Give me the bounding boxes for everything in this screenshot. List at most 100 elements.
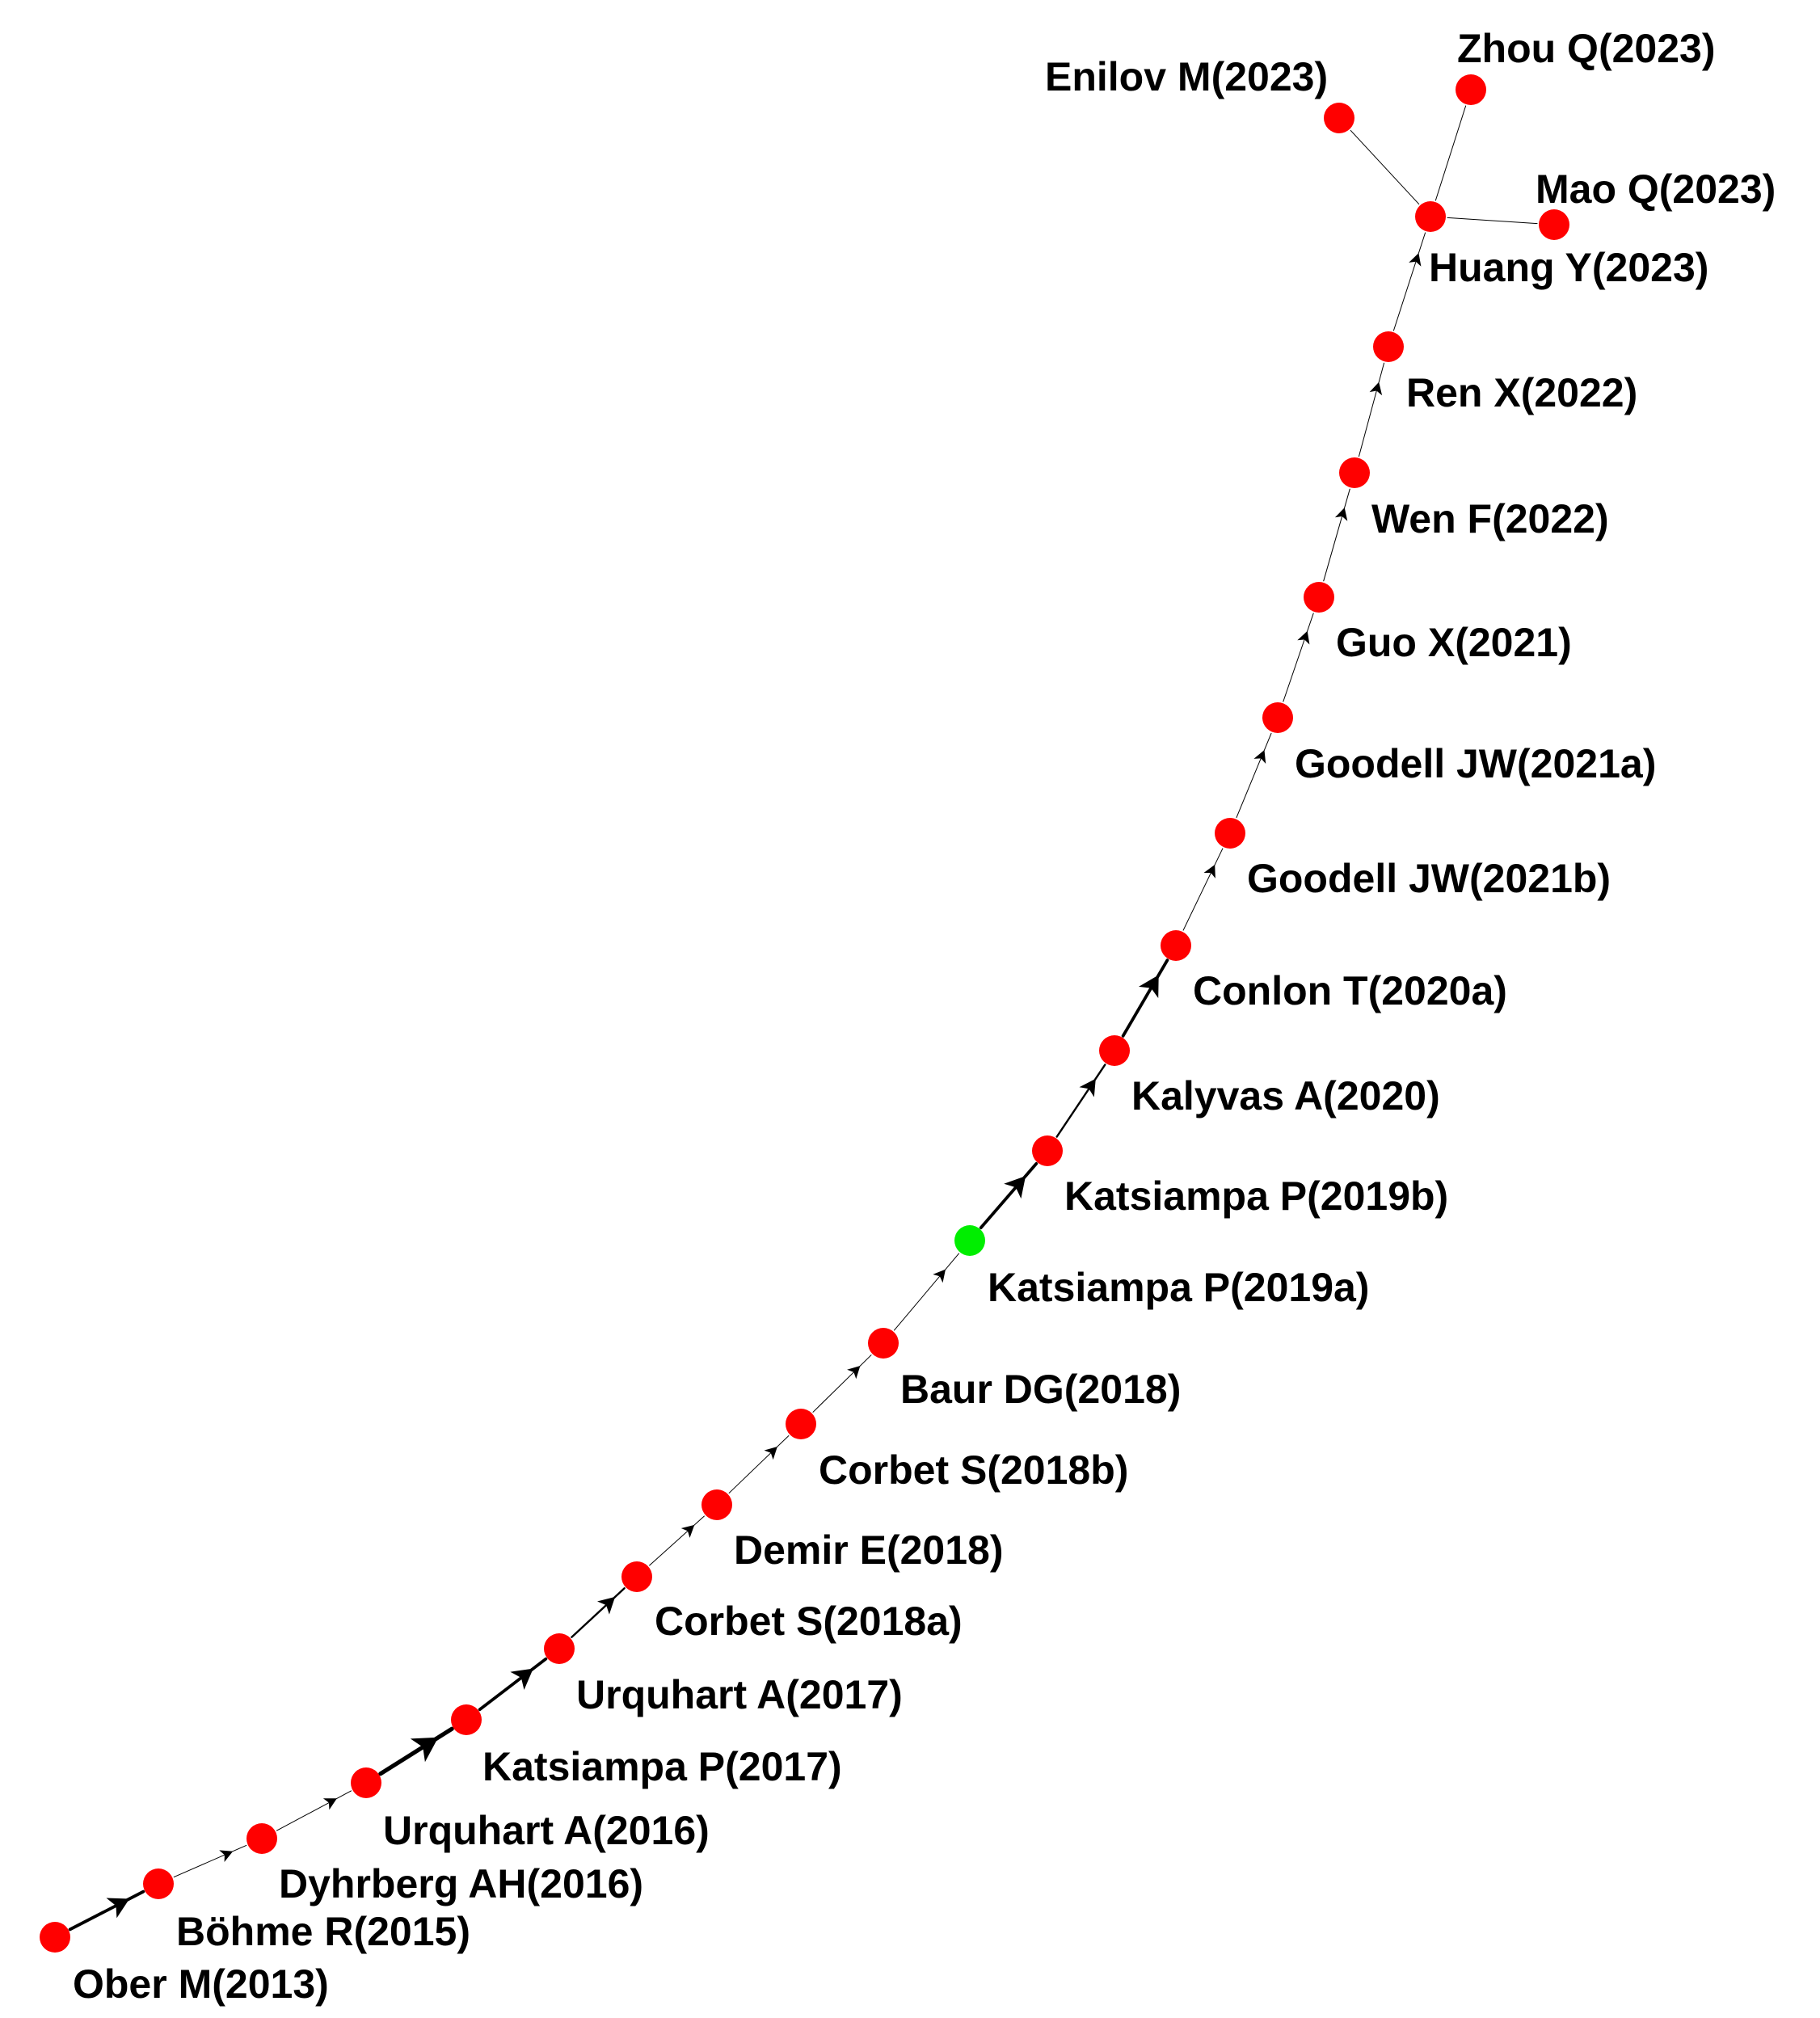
edge-arrowhead <box>1079 1078 1096 1097</box>
edge-katsiampa2019b-kalyvas2020 <box>1055 1064 1106 1138</box>
edge-arrowhead <box>1004 1176 1026 1199</box>
edge-line <box>173 1844 247 1878</box>
edge-baur2018-katsiampa2019a <box>894 1253 959 1331</box>
node-kalyvas2020 <box>1099 1035 1130 1066</box>
node-goodell2021a <box>1262 702 1293 733</box>
edge-arrowhead <box>410 1737 439 1763</box>
node-label-corbet2018b: Corbet S(2018b) <box>819 1447 1128 1493</box>
edge-line <box>478 1657 548 1712</box>
nodes-layer <box>40 74 1569 1953</box>
edge-wen2022-ren2022 <box>1358 362 1385 457</box>
edge-demir2018-corbet2018b <box>728 1435 790 1493</box>
node-urquhart2016 <box>351 1767 381 1798</box>
node-ober2013 <box>40 1922 70 1953</box>
edge-arrowhead <box>597 1596 616 1615</box>
edge-corbet2018b-baur2018 <box>812 1354 872 1413</box>
node-label-katsiampa2019a: Katsiampa P(2019a) <box>988 1265 1369 1310</box>
node-label-urquhart2016: Urquhart A(2016) <box>383 1808 710 1853</box>
edge-line <box>1283 613 1314 702</box>
edge-katsiampa2019a-katsiampa2019b <box>979 1161 1038 1230</box>
edge-line <box>894 1253 959 1331</box>
node-guo2021 <box>1304 582 1334 613</box>
edge-ren2022-huang2023 <box>1392 232 1426 331</box>
edge-kalyvas2020-conlon2020a <box>1121 958 1169 1038</box>
node-goodell2021b <box>1215 818 1245 849</box>
edge-line <box>1236 732 1272 819</box>
edge-line <box>1055 1064 1106 1138</box>
edge-arrowhead <box>933 1269 946 1283</box>
node-dyhrberg2016 <box>246 1823 277 1854</box>
edge-bohme2015-dyhrberg2016 <box>173 1844 247 1878</box>
node-ren2022 <box>1373 331 1404 362</box>
edge-urquhart2017-corbet2018a <box>571 1587 626 1638</box>
node-label-goodell2021a: Goodell JW(2021a) <box>1295 741 1656 786</box>
edge-goodell2021a-guo2021 <box>1283 613 1314 702</box>
node-label-bohme2015: Böhme R(2015) <box>176 1909 470 1954</box>
node-bohme2015 <box>143 1868 174 1899</box>
edge-line <box>1350 129 1420 205</box>
edge-line <box>1447 217 1538 225</box>
node-label-urquhart2017: Urquhart A(2017) <box>576 1672 903 1717</box>
edge-line <box>276 1790 352 1831</box>
edge-arrowhead <box>510 1668 533 1690</box>
edge-dyhrberg2016-urquhart2016 <box>276 1790 352 1831</box>
edge-ober2013-bohme2015 <box>68 1890 145 1932</box>
edge-line <box>1392 232 1426 331</box>
edge-line <box>378 1726 454 1776</box>
edge-guo2021-wen2022 <box>1323 488 1350 582</box>
node-label-corbet2018a: Corbet S(2018a) <box>655 1599 963 1644</box>
node-label-zhou2023: Zhou Q(2023) <box>1457 26 1715 71</box>
node-label-dyhrberg2016: Dyhrberg AH(2016) <box>279 1861 643 1906</box>
edge-arrowhead <box>1139 975 1159 998</box>
edge-arrowhead <box>1369 381 1383 396</box>
edge-line <box>728 1435 790 1493</box>
edge-line <box>1323 488 1350 582</box>
edge-line <box>1182 848 1224 931</box>
node-label-kalyvas2020: Kalyvas A(2020) <box>1131 1073 1440 1119</box>
edge-huang2023-zhou2023 <box>1435 105 1467 201</box>
edge-line <box>1435 105 1467 201</box>
edge-arrowhead <box>1253 750 1266 764</box>
edge-line <box>649 1515 705 1566</box>
edge-arrowhead <box>219 1850 234 1862</box>
node-label-demir2018: Demir E(2018) <box>734 1527 1004 1573</box>
edge-huang2023-mao2023 <box>1447 217 1538 225</box>
node-corbet2018a <box>621 1561 652 1592</box>
node-corbet2018b <box>786 1409 816 1439</box>
edge-line <box>68 1890 145 1932</box>
node-demir2018 <box>701 1489 732 1520</box>
node-baur2018 <box>868 1328 899 1359</box>
edge-huang2023-enilov2023 <box>1350 129 1420 205</box>
edge-urquhart2016-katsiampa2017 <box>378 1726 454 1776</box>
node-label-ren2022: Ren X(2022) <box>1406 370 1637 415</box>
node-label-enilov2023: Enilov M(2023) <box>1045 54 1328 99</box>
node-conlon2020a <box>1161 930 1191 961</box>
node-wen2022 <box>1339 457 1370 488</box>
node-katsiampa2019b <box>1032 1135 1063 1166</box>
node-mao2023 <box>1539 209 1569 240</box>
node-label-katsiampa2019b: Katsiampa P(2019b) <box>1064 1173 1448 1219</box>
edge-conlon2020a-goodell2021b <box>1182 848 1224 931</box>
edge-arrowhead <box>1203 864 1215 878</box>
edge-arrowhead <box>1409 253 1422 267</box>
edge-arrowhead <box>322 1798 337 1810</box>
edge-arrowhead <box>847 1366 861 1380</box>
node-huang2023 <box>1415 201 1446 232</box>
edge-goodell2021b-goodell2021a <box>1236 732 1272 819</box>
edge-arrowhead <box>1297 630 1310 645</box>
labels-layer: Ober M(2013) Böhme R(2015)Dyhrberg AH(201… <box>73 26 1776 2007</box>
edge-arrowhead <box>1334 508 1348 521</box>
node-label-guo2021: Guo X(2021) <box>1336 620 1572 665</box>
edge-arrowhead <box>680 1524 695 1538</box>
node-label-katsiampa2017: Katsiampa P(2017) <box>482 1744 842 1789</box>
edge-arrowhead <box>106 1898 130 1919</box>
node-label-mao2023: Mao Q(2023) <box>1536 166 1776 212</box>
edge-arrowhead <box>764 1447 777 1460</box>
edge-line <box>1121 958 1169 1038</box>
node-zhou2023 <box>1456 74 1486 105</box>
edge-line <box>812 1354 872 1413</box>
edge-line <box>979 1161 1038 1230</box>
edge-katsiampa2017-urquhart2017 <box>478 1657 548 1712</box>
